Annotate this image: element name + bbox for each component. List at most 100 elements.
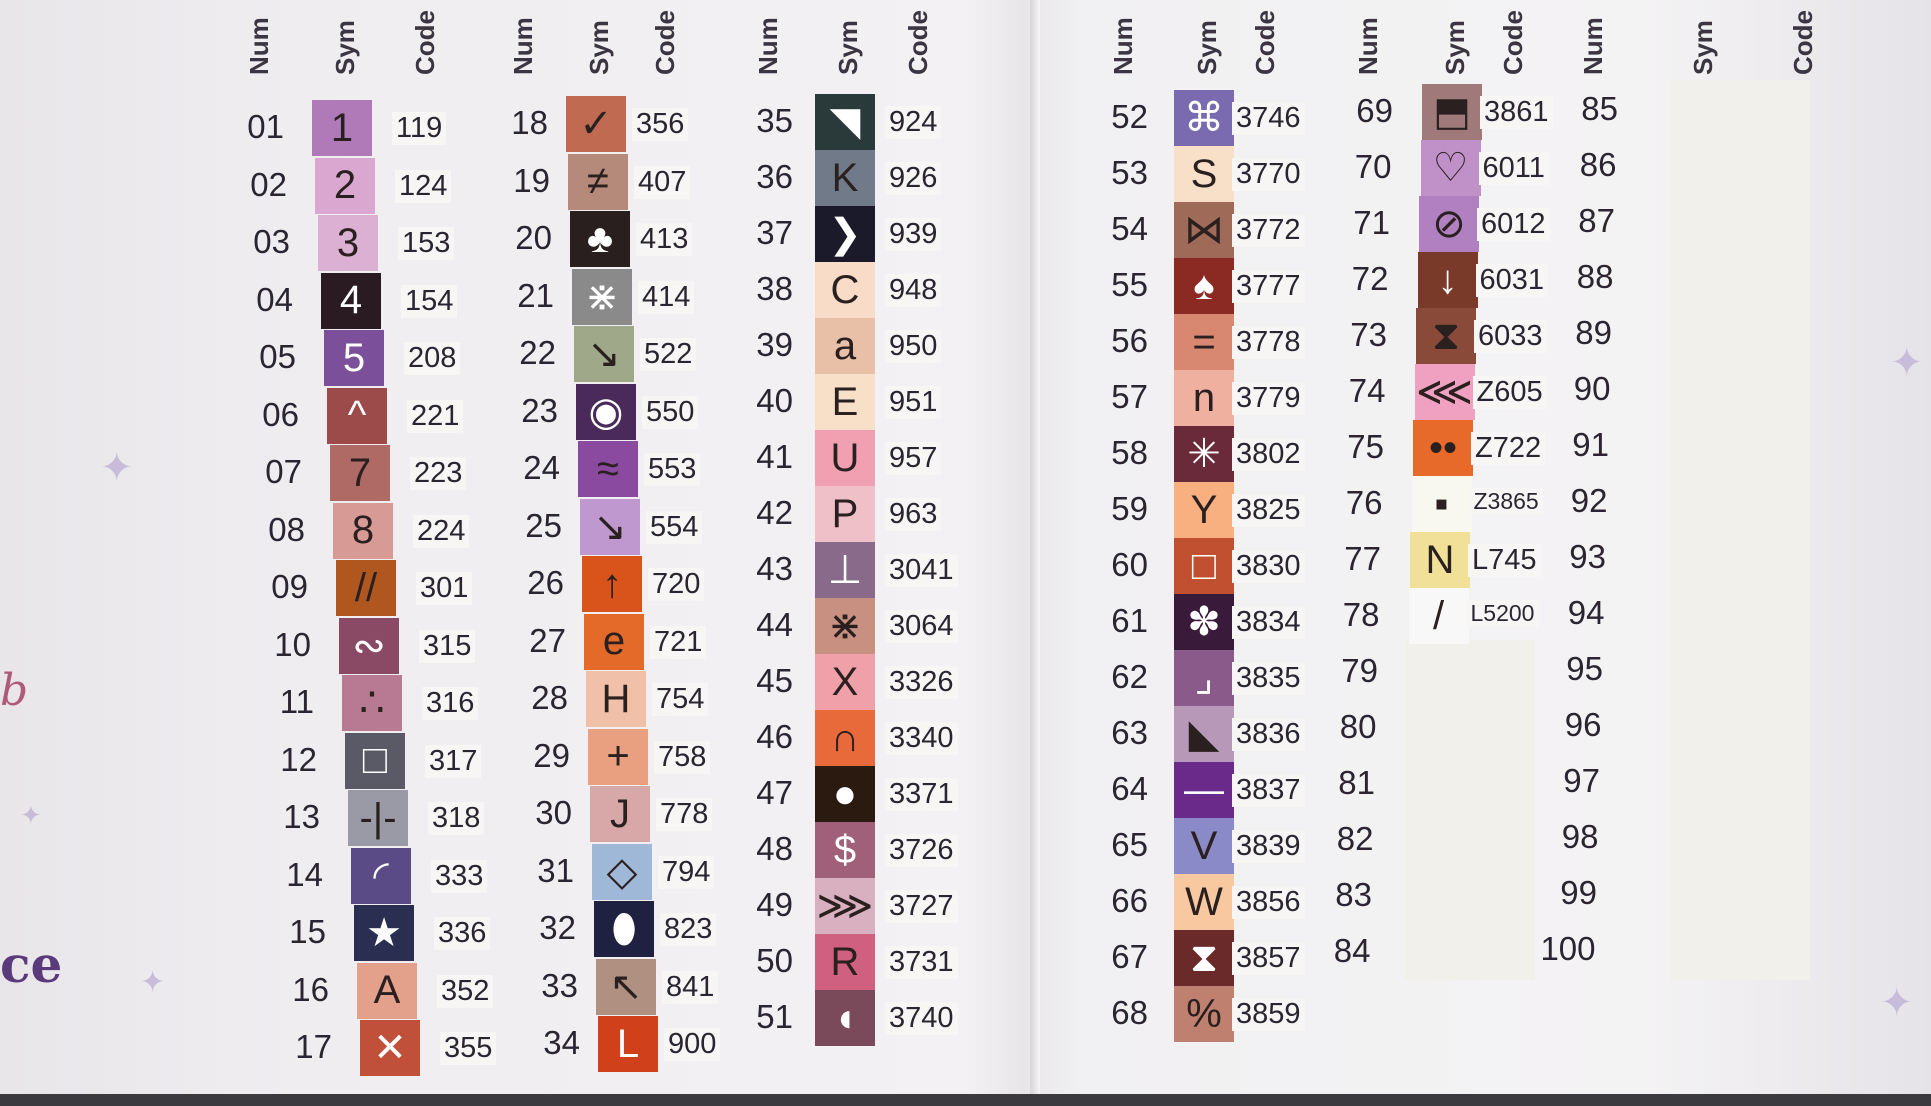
symbol-swatch: ∾ xyxy=(339,617,399,674)
thread-code: 3825 xyxy=(1232,494,1305,527)
symbol-number: 02 xyxy=(250,165,287,203)
symbol-number: 36 xyxy=(756,158,793,195)
thread-code: 3340 xyxy=(885,722,958,755)
symbol-number: 71 xyxy=(1353,204,1390,241)
symbol-number: 81 xyxy=(1338,764,1375,801)
symbol-number: 49 xyxy=(756,886,793,923)
symbol-number: 27 xyxy=(529,621,566,659)
thread-code: 522 xyxy=(640,338,697,371)
symbol-swatch: ⊥ xyxy=(815,542,875,598)
thread-code: 414 xyxy=(638,280,695,314)
thread-code: 3857 xyxy=(1232,942,1305,975)
header-symbol: Sym xyxy=(1688,20,1718,75)
header-code: Code xyxy=(1788,10,1818,75)
header-code: Code xyxy=(1498,10,1528,75)
symbol-swatch: V xyxy=(1174,818,1234,874)
thread-code: 224 xyxy=(413,514,470,548)
header-symbol: Sym xyxy=(833,20,863,75)
sparkle-icon: ✦ xyxy=(100,446,134,490)
symbol-swatch: ◖ xyxy=(815,990,875,1046)
thread-code: 3727 xyxy=(885,890,958,923)
symbol-number: 79 xyxy=(1341,652,1378,689)
symbol-swatch: ⧗ xyxy=(1416,308,1476,364)
symbol-swatch: ★ xyxy=(354,905,414,961)
thread-code: 208 xyxy=(404,342,461,375)
symbol-swatch: ≈ xyxy=(578,441,638,497)
header-number: Num xyxy=(244,17,274,75)
symbol-swatch: ↘ xyxy=(574,326,634,382)
symbol-number: 98 xyxy=(1561,818,1599,855)
symbol-number: 19 xyxy=(513,161,550,199)
thread-code: 3802 xyxy=(1232,438,1305,471)
header-code: Code xyxy=(903,10,933,75)
symbol-number: 67 xyxy=(1111,938,1148,975)
thread-code: 3777 xyxy=(1232,270,1305,303)
symbol-swatch: W xyxy=(1174,874,1234,930)
symbol-number: 64 xyxy=(1111,770,1148,807)
thread-code: 3779 xyxy=(1232,382,1305,415)
empty-symbol-area xyxy=(1670,80,1810,980)
symbol-swatch: + xyxy=(588,728,648,785)
symbol-number: 54 xyxy=(1111,210,1148,247)
symbol-number: 84 xyxy=(1333,932,1371,969)
symbol-number: 07 xyxy=(265,453,302,490)
symbol-number: 12 xyxy=(280,740,317,778)
symbol-number: 83 xyxy=(1335,876,1372,913)
symbol-swatch: ⬮ xyxy=(594,901,654,957)
thread-code: 758 xyxy=(654,740,711,774)
thread-code: 3726 xyxy=(885,834,958,867)
symbol-swatch: □ xyxy=(1174,538,1234,594)
thread-code: 550 xyxy=(642,395,699,429)
thread-code: 963 xyxy=(885,498,942,531)
symbol-swatch: ⋇ xyxy=(815,598,875,654)
symbol-swatch: 3 xyxy=(318,215,378,271)
symbol-number: 13 xyxy=(283,798,320,835)
symbol-number: 82 xyxy=(1336,820,1374,857)
thread-code: 926 xyxy=(885,162,942,195)
symbol-number: 20 xyxy=(515,219,552,256)
header-number: Num xyxy=(1578,17,1608,75)
symbol-swatch: □ xyxy=(345,732,405,789)
symbol-swatch: ✳ xyxy=(1174,426,1234,482)
thread-code: 6012 xyxy=(1477,208,1550,241)
symbol-number: 25 xyxy=(525,506,562,544)
symbol-number: 35 xyxy=(756,102,793,139)
symbol-swatch: ⌘ xyxy=(1174,90,1234,146)
symbol-swatch: ▪ xyxy=(1411,476,1472,532)
thread-code: 924 xyxy=(885,106,942,139)
thread-code: 553 xyxy=(644,453,701,486)
symbol-number: 85 xyxy=(1581,90,1618,127)
symbol-number: 23 xyxy=(521,391,558,429)
sparkle-icon: ✦ xyxy=(1880,981,1914,1025)
symbol-swatch: R xyxy=(815,934,875,990)
symbol-number: 75 xyxy=(1347,428,1384,465)
symbol-swatch: 5 xyxy=(324,330,384,386)
thread-code: 3836 xyxy=(1232,718,1305,751)
sparkle-icon: ✦ xyxy=(140,966,166,999)
symbol-number: 10 xyxy=(274,625,311,663)
symbol-swatch: // xyxy=(336,560,396,616)
thread-code: 407 xyxy=(634,165,691,199)
empty-symbol-area xyxy=(1405,640,1535,980)
thread-code: 223 xyxy=(410,457,467,490)
symbol-number: 51 xyxy=(756,998,793,1035)
thread-code: 221 xyxy=(407,399,464,433)
symbol-swatch: ◇ xyxy=(592,843,652,900)
thread-code: 124 xyxy=(395,169,452,203)
header-symbol: Sym xyxy=(584,20,614,75)
symbol-number: 56 xyxy=(1111,322,1148,359)
symbol-number: 08 xyxy=(268,510,305,548)
thread-code: 3740 xyxy=(885,1002,958,1035)
symbol-number: 42 xyxy=(756,494,793,531)
symbol-swatch: A xyxy=(357,962,417,1019)
symbol-number: 86 xyxy=(1579,146,1617,183)
symbol-swatch: P xyxy=(815,486,875,542)
symbol-number: 11 xyxy=(279,683,314,720)
thread-code: 315 xyxy=(419,629,476,663)
side-text-fragment: b xyxy=(0,665,29,716)
sparkle-icon: ✦ xyxy=(1890,341,1924,385)
symbol-swatch: C xyxy=(815,262,875,318)
symbol-swatch: ↑ xyxy=(582,556,642,612)
symbol-number: 59 xyxy=(1111,490,1148,527)
symbol-number: 97 xyxy=(1563,762,1600,799)
